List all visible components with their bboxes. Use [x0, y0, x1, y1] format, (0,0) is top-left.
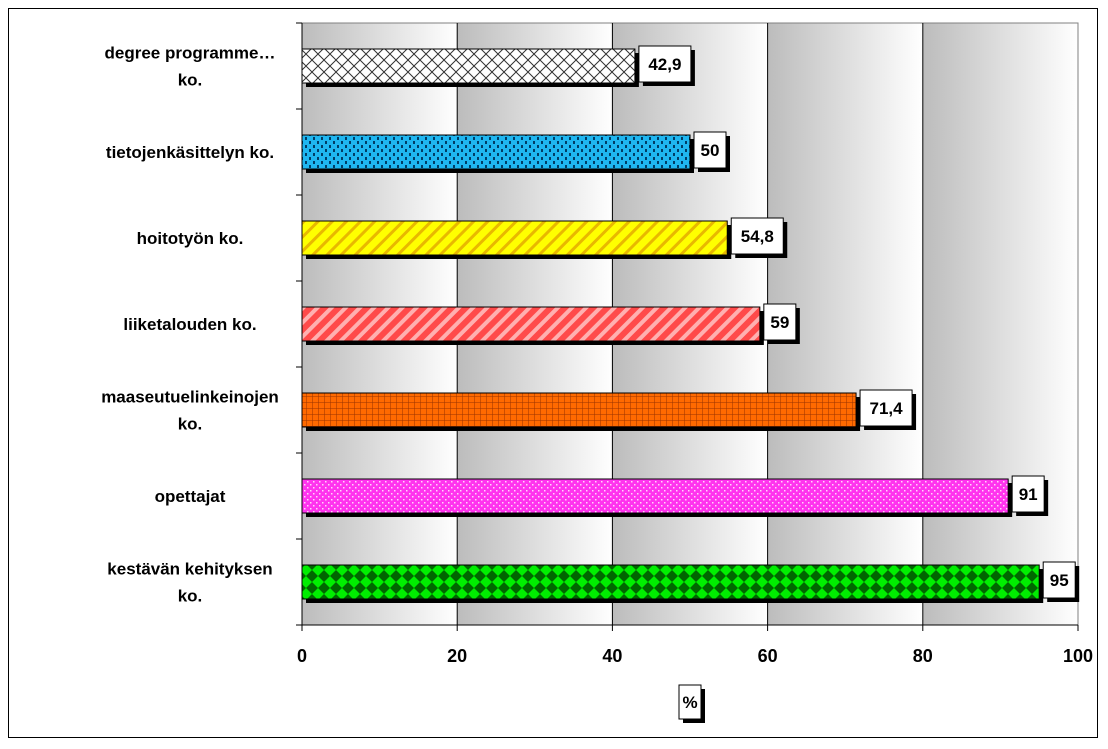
bar [301, 48, 636, 84]
data-label: 42,9 [648, 55, 681, 74]
category-label: opettajat [155, 487, 226, 506]
data-label: 50 [701, 141, 720, 160]
x-tick-label: 100 [1063, 646, 1093, 666]
x-tick-label: 40 [602, 646, 622, 666]
data-label-box [859, 389, 913, 427]
data-label-box [730, 217, 784, 255]
x-tick-label: 60 [758, 646, 778, 666]
data-label-box [638, 45, 692, 83]
category-label: tietojenkäsittelyn ko. [106, 143, 274, 162]
x-axis-title: % [682, 693, 697, 712]
bar [301, 306, 761, 342]
x-tick-label: 20 [447, 646, 467, 666]
data-label-box [763, 303, 797, 341]
bar [301, 134, 691, 170]
bar [301, 478, 1009, 514]
data-label: 95 [1050, 571, 1069, 590]
category-label: degree programme… ko. [105, 44, 276, 90]
category-label: liiketalouden ko. [123, 315, 256, 334]
data-label: 59 [770, 313, 789, 332]
data-label: 54,8 [741, 227, 774, 246]
bar [301, 392, 857, 428]
bar [301, 220, 728, 256]
x-tick-label: 80 [913, 646, 933, 666]
category-label: maaseutuelinkeinojen ko. [101, 388, 279, 434]
data-label: 71,4 [870, 399, 904, 418]
data-label-box [693, 131, 727, 169]
x-tick-label: 0 [297, 646, 307, 666]
axis-title-box [678, 684, 702, 720]
bar [301, 564, 1040, 600]
data-label-box [1011, 475, 1045, 513]
category-label: hoitotyön ko. [137, 229, 244, 248]
data-label-box [1042, 561, 1076, 599]
plot-band [922, 23, 1078, 625]
data-label: 91 [1019, 485, 1038, 504]
category-label: kestävän kehityksen ko. [107, 560, 272, 606]
